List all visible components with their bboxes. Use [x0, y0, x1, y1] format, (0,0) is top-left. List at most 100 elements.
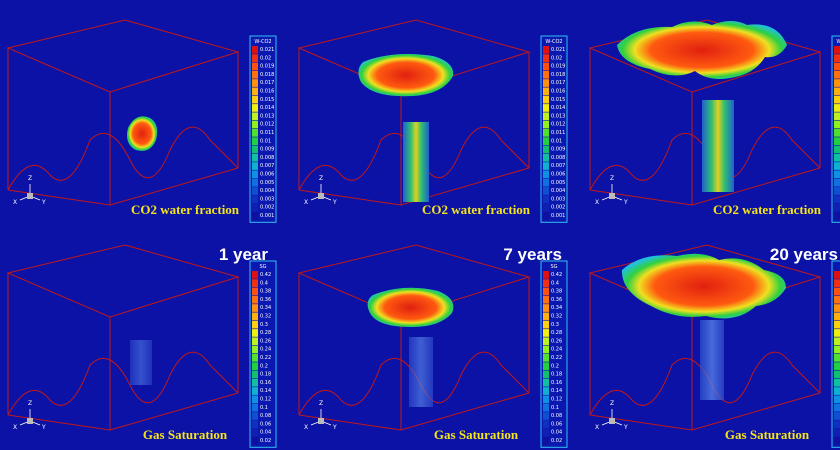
panel: ZXYCO2 water fractionW-CO20.0210.020.019…	[299, 20, 567, 222]
legend-label: 0.019	[260, 64, 274, 70]
legend-swatch	[543, 271, 549, 279]
legend-swatch	[543, 162, 549, 170]
legend-swatch	[543, 304, 549, 312]
legend-swatch	[252, 396, 258, 404]
legend-swatch	[834, 104, 840, 112]
legend-label: 0.02	[260, 55, 271, 61]
legend-label: 0.008	[260, 155, 274, 161]
legend-swatch	[834, 420, 840, 428]
legend-swatch	[252, 404, 258, 412]
legend-label: 0.3	[551, 322, 559, 328]
axis-label: X	[595, 199, 599, 206]
legend-swatch	[543, 104, 549, 112]
legend-swatch	[252, 321, 258, 329]
legend-swatch	[543, 54, 549, 62]
legend-swatch	[834, 288, 840, 296]
legend-label: 0.04	[551, 430, 562, 436]
legend-swatch	[252, 54, 258, 62]
legend-label: 0.36	[260, 297, 271, 303]
legend-label: 0.021	[260, 47, 274, 53]
legend-swatch	[834, 46, 840, 54]
legend-swatch	[252, 271, 258, 279]
legend-label: 0.42	[260, 272, 271, 278]
legend-swatch	[834, 404, 840, 412]
legend-label: 0.019	[551, 64, 565, 70]
legend-label: 0.1	[260, 405, 268, 411]
legend-label: 0.3	[260, 322, 268, 328]
legend-title: SG	[259, 264, 266, 270]
legend-label: 0.18	[260, 372, 271, 378]
legend-label: 0.005	[260, 180, 274, 186]
legend-swatch	[834, 121, 840, 129]
legend-swatch	[543, 379, 549, 387]
legend-label: 0.26	[551, 338, 562, 344]
legend-swatch	[252, 346, 258, 354]
legend-label: 0.016	[260, 89, 274, 95]
legend-swatch	[252, 96, 258, 104]
legend-label: 0.017	[551, 80, 565, 86]
legend-swatch	[834, 88, 840, 96]
legend-swatch	[834, 195, 840, 203]
axis-label: Z	[28, 175, 32, 182]
legend-swatch	[543, 313, 549, 321]
legend-swatch	[252, 379, 258, 387]
legend-label: 0.008	[551, 155, 565, 161]
legend-label: 0.34	[260, 305, 271, 311]
legend-swatch	[543, 420, 549, 428]
legend-swatch	[834, 396, 840, 404]
legend-label: 0.002	[551, 205, 565, 211]
plume-top	[368, 288, 454, 327]
legend-title: W-CO2	[836, 39, 840, 45]
legend-swatch	[543, 179, 549, 187]
legend-swatch	[543, 96, 549, 104]
legend-title: W-CO2	[254, 39, 271, 45]
legend-label: 0.001	[551, 213, 565, 219]
legend-swatch	[834, 271, 840, 279]
plume-column	[702, 100, 734, 192]
axis-cube	[318, 418, 324, 424]
plume-column	[700, 320, 724, 400]
legend-swatch	[834, 154, 840, 162]
legend-label: 0.32	[551, 314, 562, 320]
legend-swatch	[834, 54, 840, 62]
legend-label: 0.003	[551, 196, 565, 202]
legend-label: 0.007	[260, 163, 274, 169]
legend-swatch	[252, 371, 258, 379]
legend-label: 0.38	[551, 289, 562, 295]
legend-label: 0.002	[260, 205, 274, 211]
axis-label: X	[595, 424, 599, 431]
legend-swatch	[834, 313, 840, 321]
axis-label: Z	[28, 400, 32, 407]
legend-swatch	[543, 121, 549, 129]
legend-label: 0.2	[260, 363, 268, 369]
legend-label: 0.014	[551, 105, 565, 111]
legend-label: 0.36	[551, 297, 562, 303]
axis-cube	[27, 193, 33, 199]
legend-swatch	[834, 171, 840, 179]
legend-label: 0.017	[260, 80, 274, 86]
panel: ZXYGas SaturationSG0.420.40.380.360.340.…	[299, 245, 567, 447]
legend-swatch	[543, 354, 549, 362]
legend-label: 0.021	[551, 47, 565, 53]
legend-swatch	[834, 96, 840, 104]
legend-swatch	[543, 187, 549, 195]
legend-swatch	[543, 387, 549, 395]
axis-cube	[609, 418, 615, 424]
legend-label: 0.16	[260, 380, 271, 386]
legend-label: 0.006	[260, 172, 274, 178]
legend-swatch	[252, 63, 258, 71]
legend-swatch	[252, 304, 258, 312]
legend-label: 0.08	[551, 413, 562, 419]
legend-swatch	[543, 362, 549, 370]
legend-swatch	[252, 337, 258, 345]
legend-swatch	[834, 187, 840, 195]
legend-label: 0.02	[551, 55, 562, 61]
legend-swatch	[543, 288, 549, 296]
axis-cube	[318, 193, 324, 199]
legend-swatch	[252, 162, 258, 170]
legend-swatch	[834, 304, 840, 312]
simulation-figure: ZXYCO2 water fractionW-CO20.0210.020.019…	[0, 0, 840, 450]
legend-label: 0.12	[551, 397, 562, 403]
legend-label: 0.02	[260, 438, 271, 444]
legend-swatch	[834, 387, 840, 395]
